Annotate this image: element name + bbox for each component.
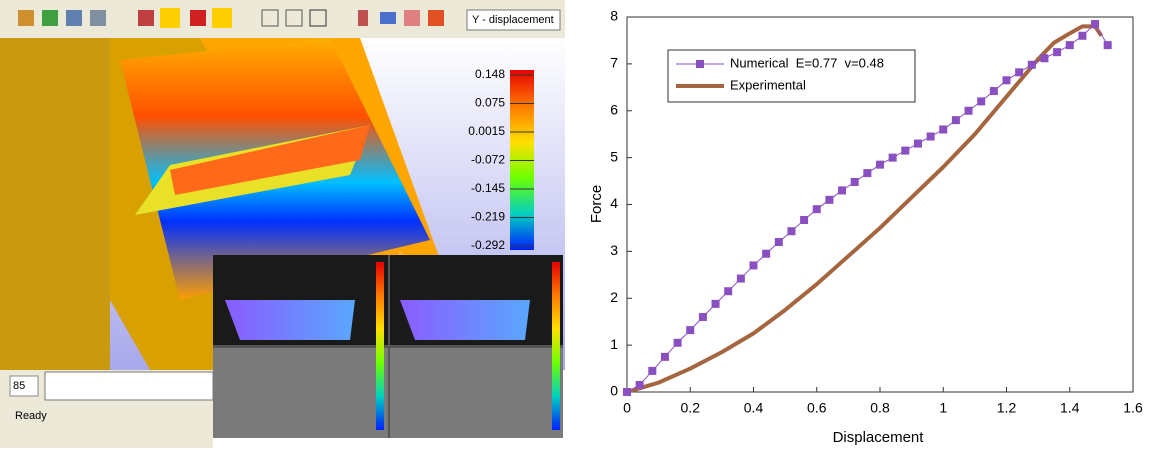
marker — [989, 87, 998, 96]
marker — [939, 125, 948, 134]
marker — [1078, 31, 1087, 40]
marker — [838, 186, 847, 195]
marker — [711, 299, 720, 308]
legend — [667, 49, 916, 103]
marker — [1015, 68, 1024, 77]
marker — [1091, 20, 1100, 29]
marker — [1103, 41, 1112, 50]
marker — [724, 287, 733, 296]
y-tick-label: 1 — [610, 336, 618, 352]
y-tick-label: 2 — [610, 289, 618, 305]
y-tick-label: 4 — [610, 195, 618, 211]
marker — [1027, 60, 1036, 69]
model — [0, 38, 480, 370]
y-tick-label: 5 — [610, 148, 618, 164]
result-field[interactable]: Y - displacement — [472, 14, 554, 26]
y-tick-label: 3 — [610, 242, 618, 258]
marker — [850, 178, 859, 186]
status: Ready — [15, 410, 47, 422]
x-tick-label: 0.4 — [744, 400, 764, 416]
y-axis-label: Force — [588, 185, 605, 223]
x-tick-label: 1 — [939, 400, 947, 416]
marker — [913, 139, 922, 148]
marker — [698, 313, 707, 321]
frame[interactable]: 85 — [13, 380, 25, 392]
colorbar-label: -0.292 — [471, 238, 505, 252]
result-dropdown[interactable] — [466, 9, 561, 31]
colorbar-label: -0.219 — [471, 210, 505, 224]
marker — [1065, 41, 1074, 50]
toolbar-icons[interactable] — [18, 8, 444, 28]
marker — [876, 160, 884, 169]
marker — [977, 97, 986, 106]
marker — [635, 380, 644, 389]
x-tick-label: 0 — [623, 400, 631, 416]
marker — [1002, 76, 1011, 85]
marker — [825, 195, 834, 204]
marker — [1040, 54, 1049, 63]
marker — [686, 326, 695, 335]
x-tick-label: 0.6 — [807, 400, 827, 416]
marker — [648, 366, 657, 375]
colorbar-label: -0.145 — [471, 181, 505, 195]
marker — [901, 146, 910, 155]
colorbar-label: -0.072 — [471, 153, 505, 167]
photo-inset — [213, 255, 563, 438]
y-tick-label: 8 — [610, 8, 618, 24]
marker — [926, 132, 935, 141]
legend-marker — [696, 60, 704, 68]
marker — [660, 352, 669, 361]
marker — [749, 261, 758, 270]
y-tick-label: 7 — [610, 55, 618, 71]
x-tick-label: 1.6 — [1123, 400, 1143, 416]
colorbar-label: 0.148 — [475, 67, 505, 81]
marker — [762, 249, 771, 258]
y-tick-label: 6 — [610, 101, 618, 117]
colorbar-label: 0.0015 — [468, 124, 505, 138]
marker — [673, 338, 682, 347]
marker — [800, 215, 809, 224]
legend-label: Experimental — [730, 77, 806, 92]
x-tick-label: 0.8 — [870, 400, 890, 416]
marker — [951, 116, 960, 125]
marker — [623, 388, 631, 396]
x-tick-label: 1.2 — [997, 400, 1017, 416]
colorbar-label: 0.075 — [475, 96, 505, 110]
marker — [863, 169, 872, 178]
timeline[interactable] — [44, 371, 214, 401]
marker — [812, 205, 821, 214]
marker — [736, 274, 745, 283]
marker — [964, 106, 973, 115]
x-tick-label: 1.4 — [1060, 400, 1080, 416]
marker — [787, 227, 796, 236]
y-tick-label: 0 — [610, 383, 618, 399]
marker — [774, 238, 783, 246]
x-tick-label: 0.2 — [681, 400, 701, 416]
x-axis-label: Displacement — [833, 429, 925, 446]
marker — [1053, 48, 1062, 57]
experimental-line — [626, 24, 1104, 394]
legend-label: Numerical E=0.77 v=0.48 — [730, 55, 884, 70]
frame-box[interactable] — [9, 375, 39, 397]
marker — [888, 153, 897, 162]
